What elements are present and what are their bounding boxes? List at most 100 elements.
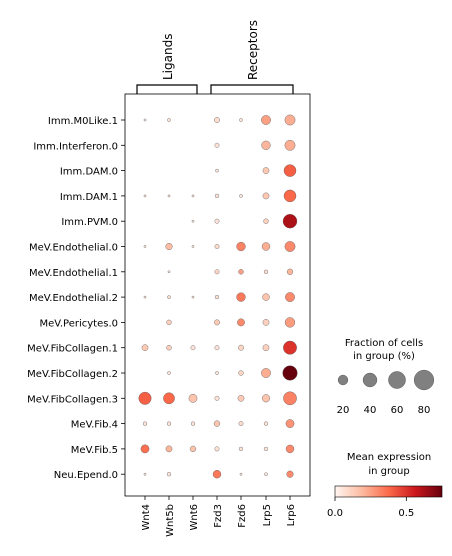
expression-dot — [214, 193, 220, 199]
size-legend-label: 60 — [391, 405, 404, 416]
expression-dot — [143, 245, 147, 248]
ligands-bracket — [136, 84, 198, 94]
size-legend-title-line2: in group (%) — [353, 351, 415, 362]
expression-dot — [165, 242, 173, 250]
row-label: Imm.M0Like.1 — [48, 116, 118, 127]
expression-dot — [140, 444, 150, 454]
expression-dot — [214, 446, 220, 452]
expression-dot — [237, 394, 245, 402]
expression-dot — [262, 319, 270, 326]
expression-dot — [283, 189, 297, 203]
expression-dot — [142, 421, 148, 426]
expression-dot — [189, 445, 197, 453]
colorbar-tick-label: 0.5 — [398, 508, 414, 519]
expression-dot — [215, 371, 219, 375]
expression-dot — [237, 318, 245, 327]
expression-dot — [190, 345, 196, 351]
expression-dot — [283, 164, 297, 177]
expression-dot — [167, 194, 171, 198]
expression-dot — [239, 194, 243, 198]
size-legend-title-line1: Fraction of cells — [345, 338, 423, 349]
expression-dot — [236, 241, 246, 252]
row-label: MeV.Fib.5 — [71, 445, 118, 456]
expression-dot — [263, 218, 269, 224]
expression-dot — [163, 392, 175, 405]
size-legend-dot — [362, 372, 378, 388]
expression-dot — [282, 214, 298, 229]
expression-dot — [167, 295, 171, 299]
size-legend-dot — [413, 369, 435, 391]
expression-dot — [166, 472, 172, 477]
expression-dot — [143, 295, 147, 299]
size-legend-label: 20 — [337, 405, 350, 416]
expression-dot — [191, 219, 195, 223]
expression-dot — [214, 244, 220, 249]
expression-dot — [262, 192, 270, 200]
size-legend-label: 40 — [364, 405, 377, 416]
expression-dot — [263, 269, 269, 274]
column-label: Fzd3 — [213, 504, 224, 528]
row-label: MeV.FibCollagen.2 — [27, 369, 118, 380]
column-label: Wnt6 — [189, 504, 200, 531]
expression-dot — [214, 294, 220, 300]
expression-dot — [236, 292, 246, 302]
colorbar — [334, 485, 443, 498]
column-label: Lrp6 — [286, 504, 297, 526]
expression-dot — [213, 420, 221, 427]
color-legend-title-line1: Mean expression — [347, 452, 431, 463]
size-legend-dot — [337, 374, 349, 386]
expression-dot — [165, 445, 173, 453]
expression-dot — [285, 444, 295, 454]
expression-dot — [166, 319, 172, 326]
column-labels: Wnt4 Wnt5b Wnt6 Fzd3 Fzd6 Lrp5 Lrp6 — [141, 496, 297, 537]
expression-dot — [238, 269, 244, 275]
row-label: MeV.FibCollagen.3 — [27, 394, 118, 405]
expression-dot — [143, 194, 147, 198]
expression-dot — [190, 421, 196, 426]
expression-dot — [214, 142, 220, 148]
expression-dot — [239, 472, 243, 476]
expression-dot — [284, 114, 296, 126]
row-labels: Imm.M0Like.1 Imm.Interferon.0 Imm.DAM.0 Imm… — [27, 116, 125, 481]
expression-dot — [214, 218, 220, 224]
expression-dot — [167, 270, 171, 274]
expression-dot — [167, 118, 171, 122]
row-label: MeV.Endothelial.2 — [29, 293, 118, 304]
expression-dot — [286, 470, 294, 478]
expression-dot — [141, 344, 149, 352]
expression-dot — [238, 344, 244, 351]
expression-dot — [191, 245, 195, 248]
expression-dot — [283, 391, 297, 406]
expression-dot — [214, 395, 220, 401]
expression-dot — [264, 472, 268, 476]
expression-dot — [262, 167, 270, 174]
expression-dot — [214, 269, 220, 275]
row-label: MeV.Fib.4 — [71, 420, 118, 431]
column-label: Fzd6 — [237, 504, 248, 528]
size-legend-label: 80 — [418, 405, 431, 416]
expression-dot — [261, 242, 271, 251]
expression-dot — [166, 345, 172, 351]
column-label: Lrp5 — [262, 504, 273, 526]
expression-dot — [262, 293, 270, 301]
expression-dot — [262, 344, 270, 352]
row-label: MeV.Pericytes.0 — [40, 318, 118, 329]
receptors-bracket — [210, 84, 294, 94]
dots — [138, 114, 298, 479]
row-label: MeV.Endothelial.0 — [29, 243, 118, 254]
column-label: Wnt4 — [141, 504, 152, 531]
expression-dot — [261, 140, 271, 150]
expression-dot — [239, 118, 243, 122]
expression-dot — [284, 139, 296, 151]
expression-dot — [261, 368, 271, 378]
expression-dot — [263, 446, 269, 452]
row-label: MeV.Endothelial.1 — [29, 268, 118, 279]
expression-dot — [283, 340, 297, 355]
expression-dot — [215, 168, 219, 173]
expression-dot — [238, 421, 244, 426]
expression-dot — [238, 370, 244, 376]
expression-dot — [286, 268, 294, 275]
row-label: Imm.PVM.0 — [61, 217, 118, 228]
expression-dot — [138, 391, 152, 405]
color-legend: Mean expression in group 0.0 0.5 — [327, 452, 443, 519]
